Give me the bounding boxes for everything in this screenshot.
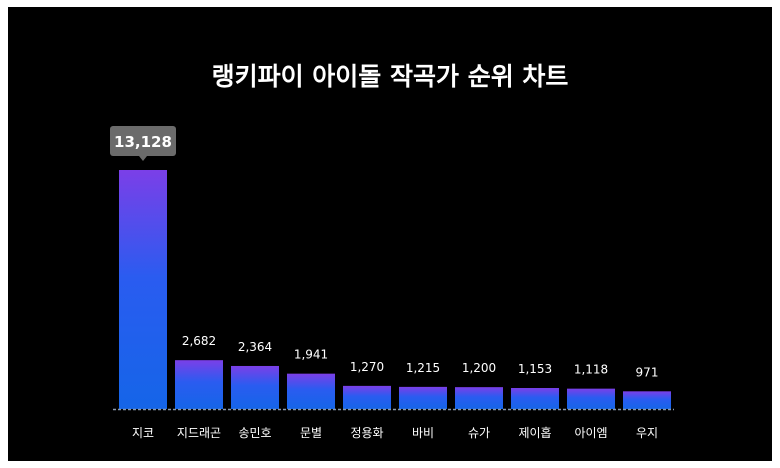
tooltip-value: 13,128 (114, 133, 172, 151)
bar-0[interactable] (119, 170, 167, 409)
value-label-4: 1,270 (350, 360, 384, 374)
value-label-3: 1,941 (294, 348, 328, 362)
category-label-3: 문별 (300, 426, 322, 440)
bar-8[interactable] (567, 388, 615, 409)
value-label-1: 2,682 (182, 334, 216, 348)
bar-9[interactable] (623, 391, 671, 409)
value-label-8: 1,118 (574, 363, 608, 377)
category-label-4: 정용화 (350, 426, 383, 440)
category-label-8: 아이엠 (574, 426, 607, 440)
category-label-2: 송민호 (238, 426, 271, 440)
category-label-5: 바비 (412, 426, 434, 440)
value-label-9: 971 (636, 365, 659, 379)
category-label-6: 슈가 (468, 426, 490, 440)
bar-6[interactable] (455, 387, 503, 409)
bar-3[interactable] (287, 373, 335, 409)
bar-5[interactable] (399, 386, 447, 409)
category-label-7: 제이홉 (518, 426, 551, 440)
category-label-9: 우지 (636, 426, 658, 440)
value-label-2: 2,364 (238, 340, 272, 354)
tooltip-box (110, 126, 176, 156)
chart-title: 랭키파이 아이돌 작곡가 순위 차트 (211, 62, 569, 91)
category-label-0: 지코 (132, 426, 154, 440)
value-label-6: 1,200 (462, 361, 496, 375)
value-label-5: 1,215 (406, 361, 440, 375)
bar-2[interactable] (231, 365, 279, 409)
category-label-1: 지드래곤 (177, 426, 221, 440)
bar-1[interactable] (175, 360, 223, 409)
tooltip-pointer (139, 156, 147, 161)
bar-7[interactable] (511, 388, 559, 409)
bar-4[interactable] (343, 385, 391, 409)
value-label-7: 1,153 (518, 362, 552, 376)
